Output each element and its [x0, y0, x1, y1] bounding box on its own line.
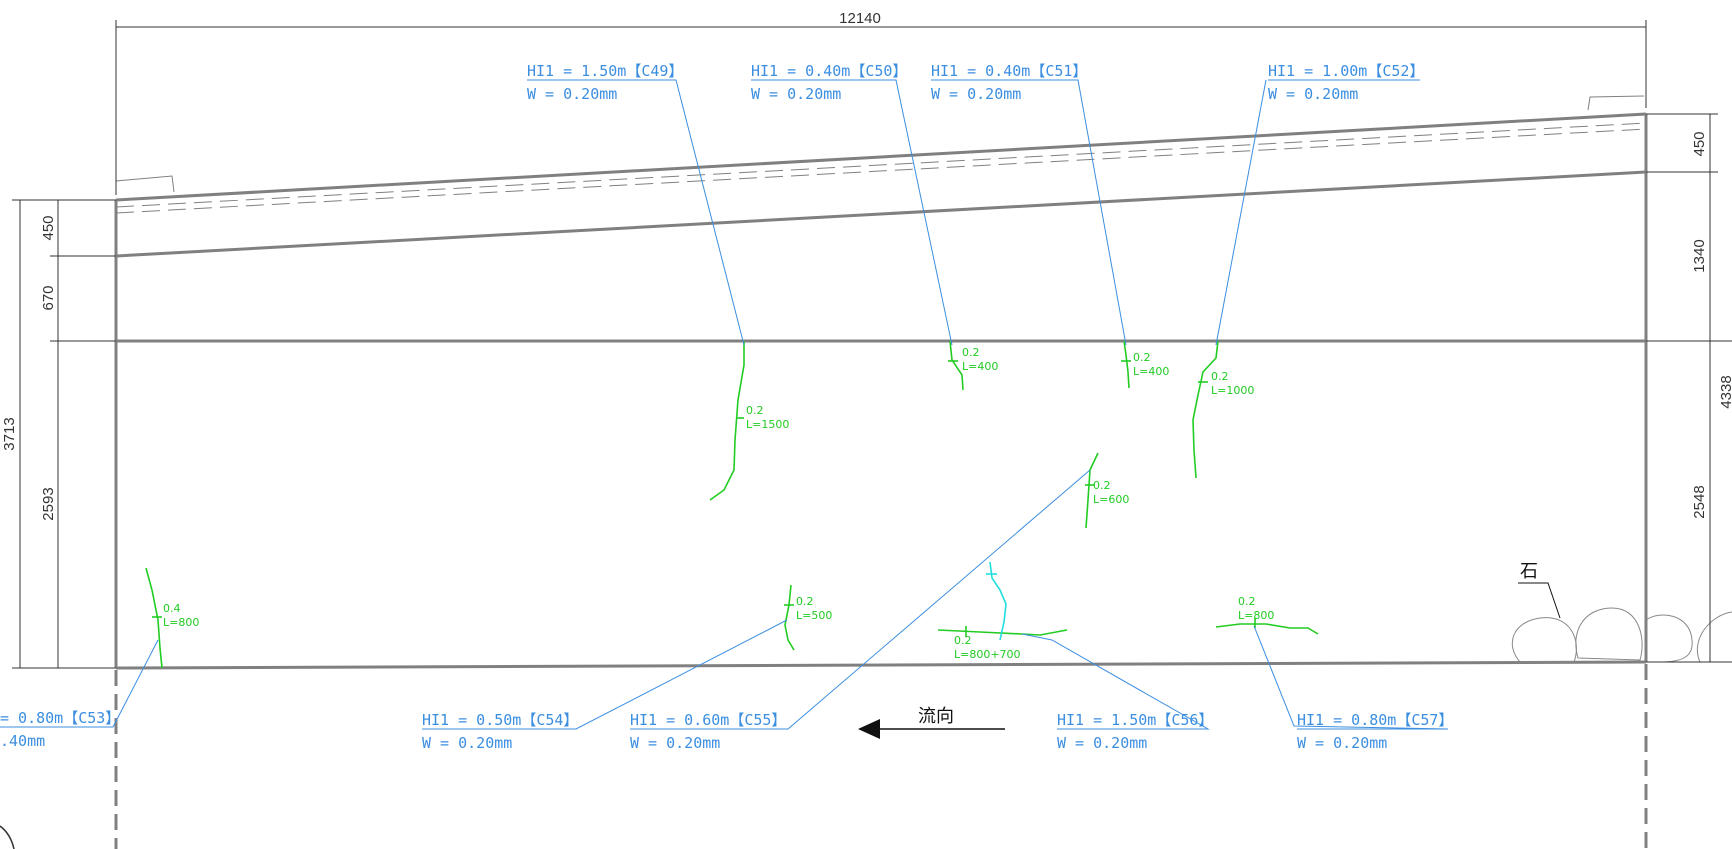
label-c57-hi: HI1 = 0.80m【C57】 — [1297, 711, 1453, 729]
crack-labels: HI1 = 1.50m【C49】 W = 0.20mm HI1 = 0.40m【… — [0, 62, 1453, 752]
crack-ann-c55-l: L=600 — [1093, 493, 1129, 506]
top-step-right — [1587, 95, 1645, 111]
crack-ann-c54-l: L=500 — [796, 609, 832, 622]
dimension-texts: 12140 3713 450 670 2593 450 1340 2548 43… — [1, 10, 1732, 521]
flow-direction — [858, 719, 1005, 739]
structure-outline — [114, 95, 1648, 849]
crack-c51 — [1123, 340, 1130, 389]
dim-left-1: 450 — [40, 215, 57, 240]
label-c54-hi: HI1 = 0.50m【C54】 — [422, 711, 578, 729]
dim-right-1: 450 — [1691, 131, 1708, 156]
crack-ann-c52-w: 0.2 — [1211, 370, 1229, 383]
stone-2 — [1575, 607, 1643, 661]
dim-top-total: 12140 — [839, 10, 881, 27]
flow-arrow-icon — [858, 719, 880, 739]
dim-right-2: 1340 — [1691, 239, 1708, 272]
crack-c50 — [949, 340, 964, 391]
stone-leader — [1518, 582, 1561, 619]
cracks — [145, 340, 1319, 669]
crack-ann-c56-l: L=800+700 — [954, 648, 1021, 661]
top-slope-upper — [115, 112, 1647, 202]
crack-ann-c49-l: L=1500 — [746, 418, 789, 431]
label-c52-w: W = 0.20mm — [1268, 85, 1358, 103]
label-c50-hi: HI1 = 0.40m【C50】 — [751, 62, 907, 80]
crack-c49 — [709, 341, 745, 501]
label-c49-hi: HI1 = 1.50m【C49】 — [527, 62, 683, 80]
crack-ann-c53-l: L=800 — [163, 616, 199, 629]
crack-annotations: 0.2 L=1500 0.2 L=400 0.2 L=400 0.2 L=100… — [163, 346, 1274, 661]
corner-mark — [0, 825, 15, 849]
label-c56-w: W = 0.20mm — [1057, 734, 1147, 752]
stone-label: 石 — [1520, 561, 1538, 582]
crack-ann-c51-l: L=400 — [1133, 365, 1169, 378]
crack-c54 — [784, 584, 795, 651]
crack-c57 — [1215, 623, 1319, 635]
crack-ann-c51-w: 0.2 — [1133, 351, 1151, 364]
dim-right-3: 2548 — [1691, 485, 1708, 518]
crack-ann-c57-l: L=800 — [1238, 609, 1274, 622]
crack-ann-c54-w: 0.2 — [796, 595, 814, 608]
crack-cyan — [986, 561, 1007, 641]
stone-1 — [1511, 617, 1577, 663]
label-c54-w: W = 0.20mm — [422, 734, 512, 752]
label-c49-w: W = 0.20mm — [527, 85, 617, 103]
crack-c52 — [1192, 340, 1219, 479]
label-c51-w: W = 0.20mm — [931, 85, 1021, 103]
label-c52-hi: HI1 = 1.00m【C52】 — [1268, 62, 1424, 80]
stone-3 — [1645, 614, 1693, 663]
stone-4 — [1696, 611, 1732, 663]
dim-left-2: 670 — [40, 285, 57, 310]
crack-c53 — [145, 567, 163, 669]
dim-right-total: 4338 — [1718, 375, 1732, 408]
crack-ann-c53-w: 0.4 — [163, 602, 181, 615]
crack-ann-c56-w: 0.2 — [954, 634, 972, 647]
crack-ann-c57-w: 0.2 — [1238, 595, 1256, 608]
label-c50-w: W = 0.20mm — [751, 85, 841, 103]
label-c51-hi: HI1 = 0.40m【C51】 — [931, 62, 1087, 80]
top-step-left — [115, 175, 175, 193]
crack-ann-c50-w: 0.2 — [962, 346, 980, 359]
misc-labels: 流向 石 — [918, 561, 1538, 727]
label-c53-w: .40mm — [0, 732, 45, 750]
dimension-lines — [12, 20, 1732, 669]
crack-ann-c55-w: 0.2 — [1093, 479, 1111, 492]
leader-lines — [0, 79, 1449, 730]
label-c55-hi: HI1 = 0.60m【C55】 — [630, 711, 786, 729]
stones — [1511, 607, 1732, 663]
label-c55-w: W = 0.20mm — [630, 734, 720, 752]
top-slope-lower — [115, 170, 1647, 258]
label-c53-hi: = 0.80m【C53】 — [0, 709, 120, 727]
hidden-line-1 — [115, 122, 1647, 208]
base-line — [115, 660, 1647, 670]
label-c56-hi: HI1 = 1.50m【C56】 — [1057, 711, 1213, 729]
dim-left-3: 2593 — [40, 487, 57, 520]
hidden-line-2 — [115, 128, 1647, 214]
dim-left-total: 3713 — [1, 417, 18, 450]
label-c57-w: W = 0.20mm — [1297, 734, 1387, 752]
crack-ann-c49-w: 0.2 — [746, 404, 764, 417]
crack-ann-c52-l: L=1000 — [1211, 384, 1254, 397]
crack-ann-c50-l: L=400 — [962, 360, 998, 373]
flow-label: 流向 — [918, 706, 954, 727]
